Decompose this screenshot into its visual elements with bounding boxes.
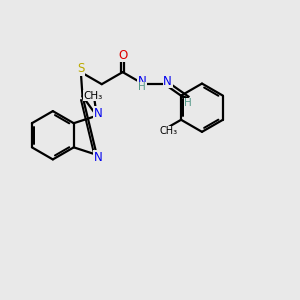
Text: CH₃: CH₃ [160, 126, 178, 136]
Text: H: H [138, 82, 146, 92]
Text: CH₃: CH₃ [83, 91, 103, 101]
Text: O: O [118, 49, 127, 62]
Text: N: N [138, 75, 146, 88]
Text: S: S [77, 62, 85, 75]
Text: N: N [94, 151, 103, 164]
Text: N: N [163, 75, 172, 88]
Text: N: N [94, 107, 103, 120]
Text: H: H [184, 98, 192, 108]
